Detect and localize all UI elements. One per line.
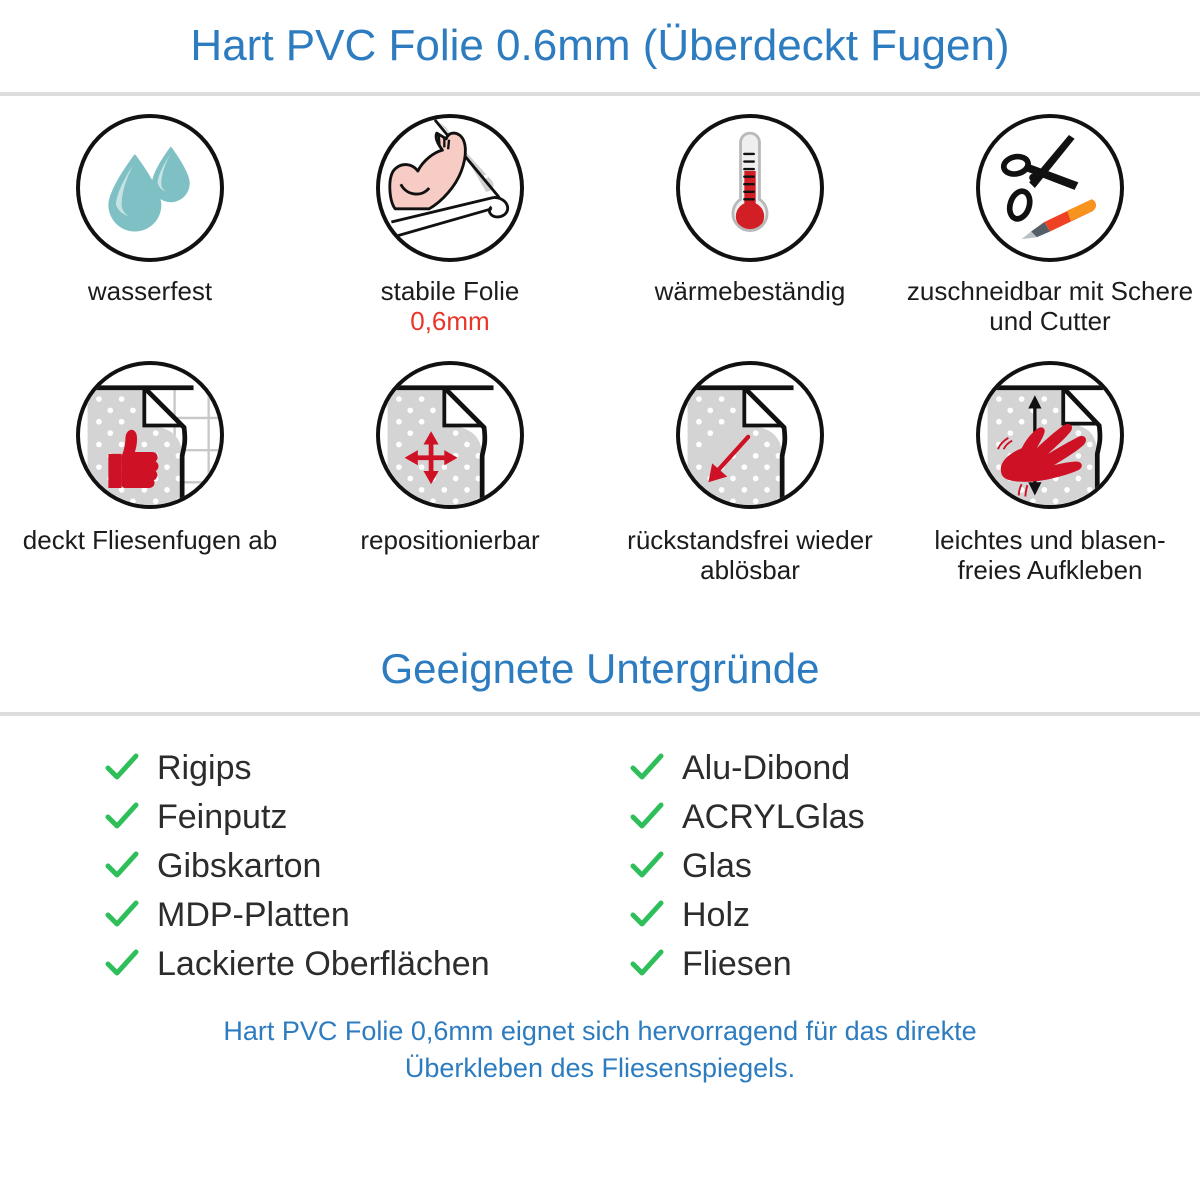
feature-caption: rückstandsfrei wieder ablösbar bbox=[605, 525, 895, 586]
feature-row-1: wasserfest bbox=[0, 114, 1200, 337]
feature-label: repositionierbar bbox=[360, 524, 540, 555]
foil-over-tile-grid-thumbsup-icon bbox=[87, 385, 220, 505]
check-icon bbox=[630, 802, 664, 832]
flexing-arm-foil-icon bbox=[385, 118, 510, 241]
check-icon bbox=[105, 900, 139, 930]
footer-line-1: Hart PVC Folie 0,6mm eignet sich hervorr… bbox=[223, 1015, 977, 1046]
feature-stabile-folie: stabile Folie 0,6mm bbox=[300, 114, 600, 337]
feature-label: deckt Fliesenfugen ab bbox=[22, 524, 278, 555]
feature-label: stabile Folie bbox=[380, 276, 520, 306]
substrate-label: ACRYLGlas bbox=[682, 797, 865, 836]
title-bar: Hart PVC Folie 0.6mm (Überdeckt Fugen) bbox=[0, 0, 1200, 92]
feature-caption: stabile Folie 0,6mm bbox=[381, 276, 520, 337]
list-item: Holz bbox=[630, 893, 1200, 938]
check-icon bbox=[630, 753, 664, 783]
list-item: Alu-Dibond bbox=[630, 746, 1200, 791]
substrate-label: Rigips bbox=[157, 748, 252, 787]
substrate-label: Alu-Dibond bbox=[682, 748, 851, 787]
check-icon bbox=[630, 851, 664, 881]
list-item: Feinputz bbox=[105, 795, 620, 840]
list-item: Fliesen bbox=[630, 942, 1200, 987]
feature-wasserfest: wasserfest bbox=[0, 114, 300, 337]
badge-circle bbox=[376, 114, 524, 262]
feature-grid: wasserfest bbox=[0, 96, 1200, 586]
scissors-cutter-icon bbox=[1000, 135, 1096, 240]
substrate-label: Feinputz bbox=[157, 797, 288, 836]
badge-circle bbox=[376, 360, 524, 509]
substrate-label: Glas bbox=[682, 846, 752, 885]
substrates-column-right: Alu-Dibond ACRYLGlas Glas Holz bbox=[620, 746, 1200, 987]
feature-caption: repositionierbar bbox=[360, 525, 539, 555]
substrates-heading-bar: Geeignete Untergründe bbox=[0, 626, 1200, 712]
feature-label: wasserfest bbox=[87, 276, 213, 306]
feature-waermebestaendig: wärmebeständig bbox=[600, 114, 900, 337]
substrate-label: Lackierte Oberflächen bbox=[157, 944, 490, 983]
check-icon bbox=[630, 900, 664, 930]
thermometer-icon bbox=[731, 131, 769, 232]
foil-move-arrows-icon bbox=[387, 385, 494, 505]
badge-circle bbox=[76, 360, 224, 509]
check-icon bbox=[105, 851, 139, 881]
footer-note: Hart PVC Folie 0,6mm eignet sich hervorr… bbox=[0, 1013, 1200, 1088]
list-item: ACRYLGlas bbox=[630, 795, 1200, 840]
feature-label: zuschneidbar mit Schere und Cutter bbox=[906, 276, 1194, 337]
feature-label: rückstandsfrei wieder ablösbar bbox=[627, 524, 873, 586]
feature-label: leichtes und blasen-freies Aufkleben bbox=[934, 524, 1166, 586]
feature-row-2: deckt Fliesenfugen ab bbox=[0, 360, 1200, 586]
badge-circle bbox=[676, 114, 824, 262]
feature-caption: deckt Fliesenfugen ab bbox=[23, 525, 277, 555]
footer-line-2: Überkleben des Fliesenspiegels. bbox=[404, 1052, 796, 1083]
feature-deckt-fliesenfugen: deckt Fliesenfugen ab bbox=[0, 360, 300, 586]
feature-caption: zuschneidbar mit Schere und Cutter bbox=[905, 276, 1195, 337]
feature-blasenfreies-aufkleben: leichtes und blasen-freies Aufkleben bbox=[900, 360, 1200, 586]
feature-caption: leichtes und blasen-freies Aufkleben bbox=[905, 525, 1195, 586]
water-drops-icon bbox=[108, 146, 190, 232]
badge-circle bbox=[76, 114, 224, 262]
page-title: Hart PVC Folie 0.6mm (Überdeckt Fugen) bbox=[190, 21, 1010, 70]
substrates-heading: Geeignete Untergründe bbox=[380, 644, 820, 692]
substrates-lists: Rigips Feinputz Gibskarton MDP-Platten bbox=[0, 716, 1200, 987]
badge-circle bbox=[976, 114, 1124, 262]
list-item: Gibskarton bbox=[105, 844, 620, 889]
badge-circle bbox=[976, 360, 1124, 509]
divider-middle bbox=[0, 711, 1200, 716]
substrate-label: Holz bbox=[682, 895, 751, 934]
substrate-label: MDP-Platten bbox=[157, 895, 350, 934]
feature-rueckstandsfrei: rückstandsfrei wieder ablösbar bbox=[600, 360, 900, 586]
check-icon bbox=[105, 949, 139, 979]
badge-circle bbox=[676, 360, 824, 509]
feature-caption: wärmebeständig bbox=[655, 276, 846, 306]
list-item: Rigips bbox=[105, 746, 620, 791]
list-item: Glas bbox=[630, 844, 1200, 889]
check-icon bbox=[105, 802, 139, 832]
check-icon bbox=[630, 949, 664, 979]
feature-sublabel: 0,6mm bbox=[410, 306, 490, 337]
foil-smoothing-hand-icon bbox=[987, 385, 1103, 505]
divider-top bbox=[0, 92, 1200, 96]
list-item: MDP-Platten bbox=[105, 893, 620, 938]
feature-label: wärmebeständig bbox=[654, 276, 846, 306]
substrates-column-left: Rigips Feinputz Gibskarton MDP-Platten bbox=[0, 746, 620, 987]
foil-peel-arrow-icon bbox=[687, 385, 794, 505]
check-icon bbox=[105, 753, 139, 783]
substrate-label: Gibskarton bbox=[157, 846, 322, 885]
feature-repositionierbar: repositionierbar bbox=[300, 360, 600, 586]
feature-caption: wasserfest bbox=[88, 276, 212, 306]
feature-zuschneidbar: zuschneidbar mit Schere und Cutter bbox=[900, 114, 1200, 337]
list-item: Lackierte Oberflächen bbox=[105, 942, 620, 987]
substrate-label: Fliesen bbox=[682, 944, 792, 983]
